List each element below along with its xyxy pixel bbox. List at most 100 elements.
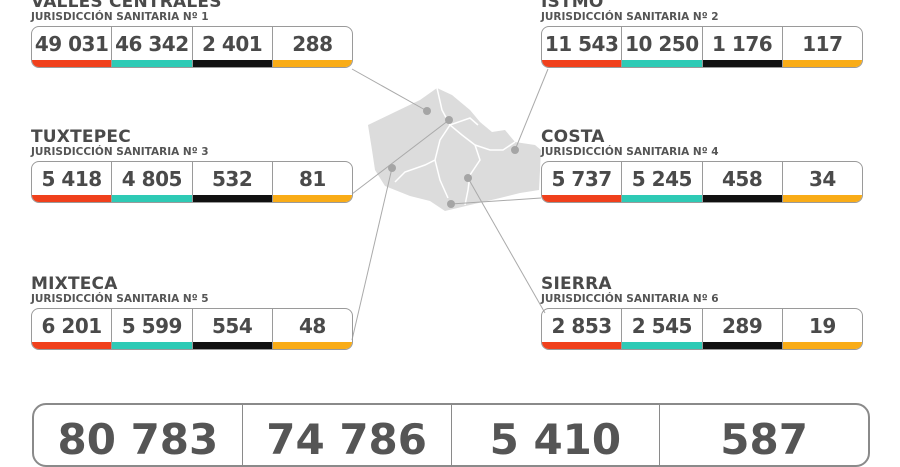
stat-recovered: 46 342 — [112, 27, 193, 67]
stat-confirmed: 5 418 — [32, 162, 113, 202]
stat-value: 5 418 — [41, 166, 103, 191]
stat-value: 4 805 — [121, 166, 183, 191]
stat-value: 19 — [808, 313, 836, 338]
deaths-bar — [192, 60, 272, 67]
map-markers — [388, 107, 519, 208]
region-title: COSTA — [541, 127, 605, 147]
stat-value: 5 599 — [121, 313, 183, 338]
region-title: ISTMO — [541, 0, 604, 12]
stat-value: 1 176 — [712, 31, 773, 56]
confirmed-bar — [32, 195, 112, 202]
total-active: 587 — [720, 415, 808, 464]
active-bar — [782, 60, 862, 67]
stats-box: 5 418 4 805 532 81 — [31, 161, 353, 203]
stat-recovered: 10 250 — [622, 27, 703, 67]
recovered-bar — [622, 342, 702, 349]
stat-recovered: 5 245 — [622, 162, 703, 202]
region-subtitle: JURISDICCIÓN SANITARIA Nº 1 — [31, 11, 209, 23]
region-subtitle: JURISDICCIÓN SANITARIA Nº 2 — [541, 11, 719, 23]
map-borders — [394, 87, 516, 206]
totals-box: 80 783 74 786 5 410 587 — [32, 403, 870, 467]
region-title: SIERRA — [541, 274, 612, 294]
confirmed-bar — [542, 195, 622, 202]
stat-active: 81 — [272, 162, 352, 202]
deaths-bar — [702, 195, 782, 202]
recovered-bar — [622, 195, 702, 202]
oaxaca-map — [351, 68, 549, 341]
recovered-bar — [622, 60, 702, 67]
stats-box: 5 737 5 245 458 34 — [541, 161, 863, 203]
region-card: ISTMO JURISDICCIÓN SANITARIA Nº 2 11 543 1… — [541, 0, 863, 68]
confirmed-bar — [32, 60, 112, 67]
total-confirmed: 80 783 — [34, 405, 243, 465]
stat-confirmed: 6 201 — [32, 309, 113, 349]
region-title: VALLES CENTRALES — [31, 0, 222, 12]
stat-confirmed: 2 853 — [542, 309, 623, 349]
stat-value: 5 737 — [551, 166, 613, 191]
recovered-bar — [112, 60, 192, 67]
region-title: MIXTECA — [31, 274, 118, 294]
stat-value: 6 201 — [41, 313, 103, 338]
stat-value: 289 — [722, 313, 763, 338]
stat-value: 11 543 — [544, 31, 619, 56]
stat-recovered: 5 599 — [112, 309, 193, 349]
total-recovered: 74 786 — [243, 405, 452, 465]
active-bar — [782, 195, 862, 202]
stat-value: 117 — [802, 31, 843, 56]
stat-value: 2 545 — [631, 313, 693, 338]
stat-confirmed: 5 737 — [542, 162, 623, 202]
stat-active: 34 — [782, 162, 862, 202]
region-card: VALLES CENTRALES JURISDICCIÓN SANITARIA … — [31, 0, 353, 68]
stat-deaths: 458 — [702, 162, 783, 202]
confirmed-bar — [542, 60, 622, 67]
map-shape — [368, 88, 541, 211]
recovered-bar — [112, 342, 192, 349]
stat-value: 2 853 — [551, 313, 613, 338]
stat-value: 5 245 — [631, 166, 693, 191]
stats-box: 2 853 2 545 289 19 — [541, 308, 863, 350]
active-bar — [782, 342, 862, 349]
active-bar — [272, 60, 352, 67]
region-subtitle: JURISDICCIÓN SANITARIA Nº 3 — [31, 146, 209, 158]
stat-active: 117 — [782, 27, 862, 67]
deaths-bar — [702, 60, 782, 67]
deaths-bar — [192, 195, 272, 202]
stat-recovered: 4 805 — [112, 162, 193, 202]
stat-value: 2 401 — [202, 31, 263, 56]
stat-active: 48 — [272, 309, 352, 349]
stat-recovered: 2 545 — [622, 309, 703, 349]
active-bar — [272, 195, 352, 202]
active-bar — [272, 342, 352, 349]
total-deaths: 5 410 — [452, 405, 661, 465]
deaths-bar — [192, 342, 272, 349]
stat-value: 458 — [722, 166, 763, 191]
stat-value: 10 250 — [625, 31, 699, 56]
stat-value: 49 031 — [34, 31, 109, 56]
stat-value: 48 — [298, 313, 326, 338]
stat-confirmed: 49 031 — [32, 27, 113, 67]
stat-deaths: 532 — [192, 162, 273, 202]
region-card: MIXTECA JURISDICCIÓN SANITARIA Nº 5 6 201… — [31, 275, 353, 350]
stats-box: 11 543 10 250 1 176 117 — [541, 26, 863, 68]
stat-active: 19 — [782, 309, 862, 349]
stats-box: 49 031 46 342 2 401 288 — [31, 26, 353, 68]
connector-lines — [351, 68, 549, 341]
confirmed-bar — [32, 342, 112, 349]
stat-deaths: 2 401 — [192, 27, 273, 67]
stat-deaths: 554 — [192, 309, 273, 349]
stat-confirmed: 11 543 — [542, 27, 623, 67]
region-title: TUXTEPEC — [31, 127, 131, 147]
stat-deaths: 289 — [702, 309, 783, 349]
region-card: TUXTEPEC JURISDICCIÓN SANITARIA Nº 3 5 41… — [31, 128, 353, 203]
stat-value: 34 — [808, 166, 836, 191]
stat-value: 81 — [298, 166, 326, 191]
stat-deaths: 1 176 — [702, 27, 783, 67]
stat-value: 288 — [292, 31, 333, 56]
confirmed-bar — [542, 342, 622, 349]
recovered-bar — [112, 195, 192, 202]
stat-active: 288 — [272, 27, 352, 67]
stat-value: 554 — [212, 313, 253, 338]
region-subtitle: JURISDICCIÓN SANITARIA Nº 6 — [541, 293, 719, 305]
